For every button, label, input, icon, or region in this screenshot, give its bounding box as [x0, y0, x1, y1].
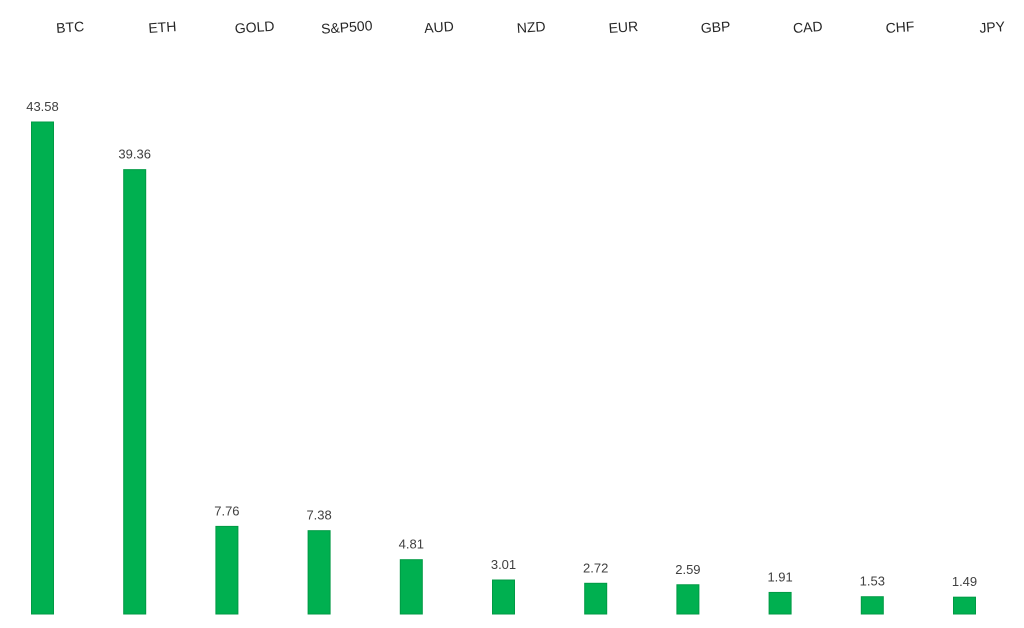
- bar-gold: [215, 525, 239, 615]
- bar-chf: [860, 596, 884, 615]
- value-labels: 43.58 39.36 7.76 7.38 4.81 3.01 2.72 2.59 1.91 1.…: [26, 99, 977, 589]
- bar-jpy: [953, 596, 976, 615]
- value-label-chf: 1.53: [860, 574, 885, 589]
- value-label-aud: 4.81: [399, 537, 424, 552]
- category-label-gbp: GBP: [700, 18, 731, 36]
- value-label-gbp: 2.59: [675, 562, 700, 577]
- bar-nzd: [492, 579, 515, 615]
- bar-aud: [399, 559, 423, 615]
- category-label-s-p500: S&P500: [321, 17, 374, 37]
- bars: [31, 121, 976, 615]
- bar-eur: [584, 582, 608, 615]
- category-label-aud: AUD: [424, 18, 455, 36]
- value-label-s-p500: 7.38: [306, 508, 331, 523]
- bar-gbp: [676, 584, 700, 615]
- bar-eth: [123, 169, 147, 615]
- category-label-btc: BTC: [56, 18, 85, 36]
- category-label-jpy: JPY: [979, 18, 1006, 36]
- category-labels: BTC ETH GOLD S&P500 AUD NZD EUR GBP CAD CHF JPY: [56, 17, 1007, 37]
- bar-btc: [31, 121, 54, 615]
- category-label-cad: CAD: [792, 18, 823, 36]
- category-label-nzd: NZD: [516, 18, 546, 36]
- category-label-chf: CHF: [885, 18, 915, 36]
- value-label-cad: 1.91: [767, 569, 792, 584]
- value-label-gold: 7.76: [214, 503, 239, 518]
- bar-cad: [768, 591, 792, 615]
- value-label-eth: 39.36: [118, 147, 151, 162]
- category-label-eur: EUR: [608, 18, 639, 36]
- value-label-jpy: 1.49: [952, 574, 977, 589]
- value-label-nzd: 3.01: [491, 557, 516, 572]
- value-label-eur: 2.72: [583, 560, 608, 575]
- value-label-btc: 43.58: [26, 99, 59, 114]
- bar-s-p500: [307, 530, 331, 615]
- category-label-gold: GOLD: [234, 18, 275, 37]
- category-label-eth: ETH: [148, 18, 177, 36]
